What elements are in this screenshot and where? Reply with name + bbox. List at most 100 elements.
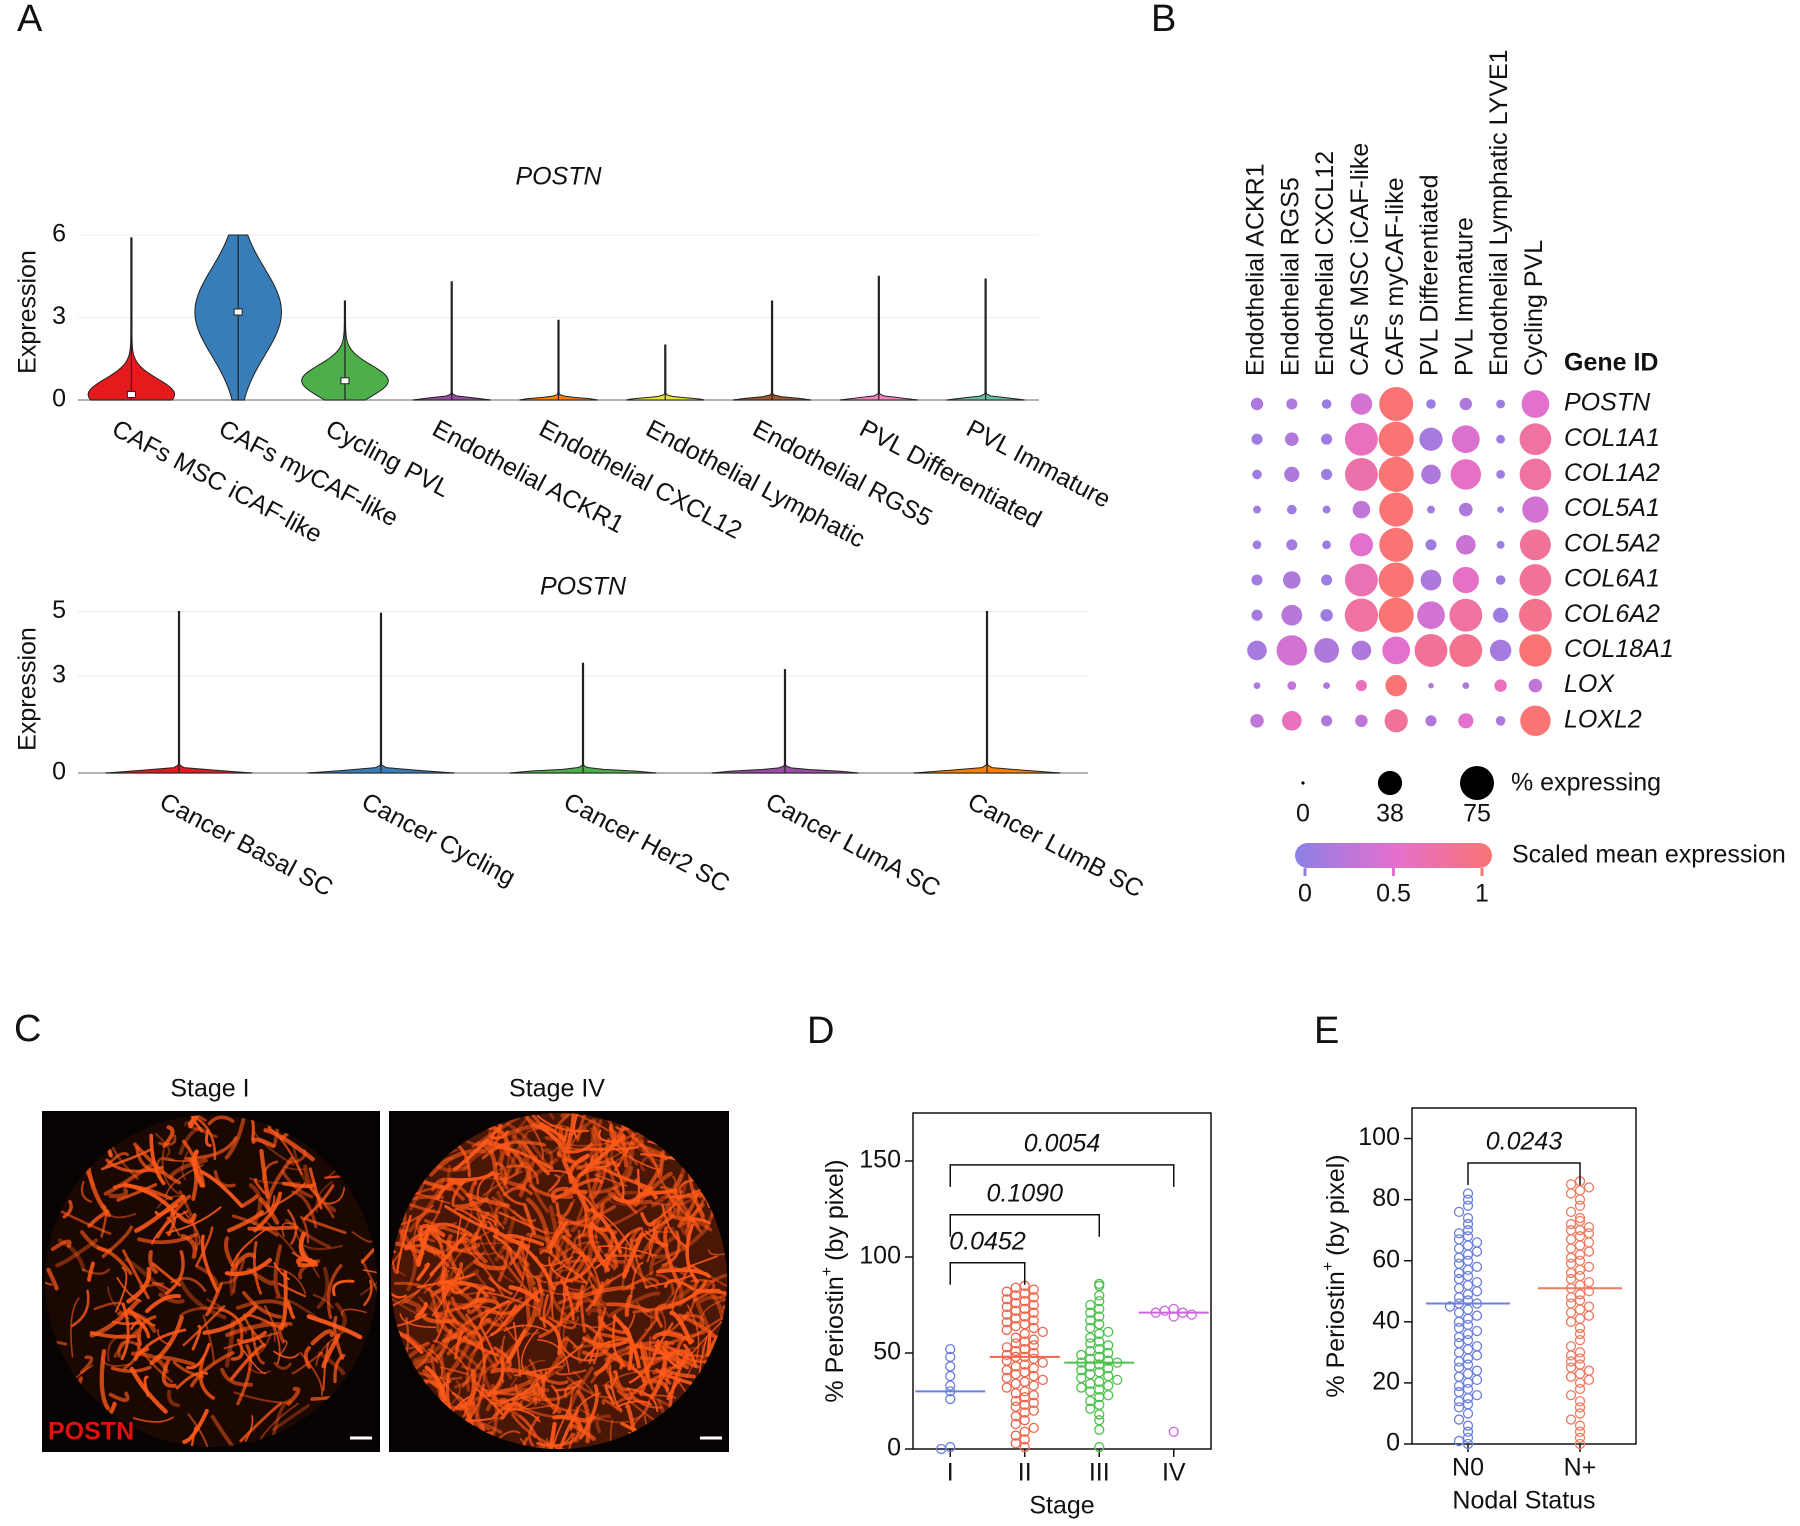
fiber	[149, 1133, 166, 1186]
fiber	[281, 1170, 314, 1199]
data-point	[1010, 1332, 1021, 1343]
data-point	[1574, 1270, 1586, 1282]
data-point	[1001, 1286, 1012, 1297]
dot	[1322, 540, 1331, 550]
data-point	[1471, 1374, 1483, 1386]
row-label: COL1A2	[1564, 459, 1660, 487]
data-point	[1010, 1438, 1021, 1449]
fiber	[481, 1140, 525, 1167]
fiber	[570, 1191, 617, 1233]
data-point	[1565, 1218, 1577, 1230]
fiber	[552, 1113, 610, 1132]
fiber	[179, 1306, 222, 1318]
fiber	[155, 1156, 175, 1169]
fiber	[242, 1313, 266, 1347]
dot	[1349, 533, 1374, 557]
fiber	[491, 1332, 529, 1371]
dot	[1350, 393, 1373, 415]
fiber	[644, 1309, 653, 1331]
dot	[1251, 609, 1263, 621]
fiber	[649, 1235, 677, 1276]
data-point	[1453, 1380, 1465, 1392]
fiber	[441, 1267, 460, 1326]
dot	[1321, 715, 1333, 727]
data-point	[1019, 1328, 1030, 1339]
fiber	[468, 1181, 482, 1212]
fiber	[263, 1219, 305, 1267]
data-point	[1085, 1299, 1096, 1311]
fiber	[676, 1285, 684, 1307]
dot	[1250, 714, 1264, 728]
fiber	[584, 1145, 640, 1151]
fiber	[474, 1240, 525, 1245]
fiber	[187, 1115, 205, 1126]
fiber	[272, 1404, 310, 1431]
y-tick-label: 0	[52, 758, 66, 786]
fiber	[408, 1178, 445, 1233]
data-point	[1574, 1249, 1586, 1260]
data-point	[1001, 1342, 1012, 1353]
data-point	[1453, 1283, 1465, 1294]
fiber	[487, 1400, 522, 1425]
fiber	[609, 1140, 665, 1157]
fiber	[205, 1282, 223, 1317]
fiber	[555, 1201, 574, 1219]
fiber	[399, 1312, 437, 1329]
fiber	[286, 1386, 301, 1406]
fiber	[303, 1346, 311, 1369]
panel-label: C	[14, 1008, 41, 1050]
data-point	[1037, 1357, 1048, 1368]
fiber	[517, 1157, 559, 1189]
fiber	[124, 1258, 171, 1298]
data-point	[1462, 1225, 1474, 1236]
fiber	[650, 1322, 674, 1365]
dot	[1251, 574, 1263, 586]
data-point	[1453, 1371, 1465, 1382]
fiber	[517, 1366, 564, 1408]
fiber	[503, 1324, 549, 1332]
data-point	[1462, 1393, 1474, 1404]
fiber	[300, 1215, 310, 1244]
fiber	[566, 1319, 618, 1329]
fiber	[630, 1261, 644, 1299]
data-point	[1583, 1310, 1595, 1321]
dot	[1496, 399, 1505, 409]
fiber	[135, 1342, 173, 1383]
dot	[1462, 682, 1470, 689]
dot	[1283, 571, 1301, 589]
dot	[1252, 469, 1262, 480]
fiber	[178, 1126, 202, 1156]
dot	[1489, 639, 1512, 662]
data-point	[1001, 1294, 1012, 1305]
data-point	[1028, 1315, 1039, 1326]
fiber	[250, 1329, 265, 1365]
fiber	[251, 1332, 273, 1357]
fiber	[683, 1343, 698, 1368]
dot	[1378, 421, 1414, 457]
fiber	[513, 1396, 554, 1408]
fiber	[89, 1330, 137, 1339]
fiber	[175, 1371, 209, 1390]
dot	[1281, 710, 1302, 731]
size-legend-title: % expressing	[1511, 769, 1661, 797]
fiber	[491, 1196, 533, 1228]
data-point	[1471, 1341, 1483, 1352]
data-point	[1462, 1218, 1474, 1230]
dot	[1449, 598, 1483, 632]
data-point	[1583, 1276, 1595, 1288]
fiber	[646, 1219, 656, 1263]
data-point	[1453, 1386, 1465, 1398]
fiber	[132, 1416, 174, 1423]
colorbar-label: 0	[1298, 880, 1312, 908]
fiber	[391, 1286, 407, 1299]
fiber	[249, 1177, 301, 1185]
fiber	[451, 1391, 468, 1418]
data-point	[1453, 1206, 1465, 1218]
data-point	[1094, 1328, 1105, 1339]
fiber	[498, 1211, 547, 1234]
data-point	[1010, 1395, 1021, 1407]
p-value: 0.1090	[987, 1179, 1064, 1207]
fiber	[231, 1253, 240, 1294]
dot	[1276, 635, 1308, 666]
fiber	[181, 1151, 189, 1181]
